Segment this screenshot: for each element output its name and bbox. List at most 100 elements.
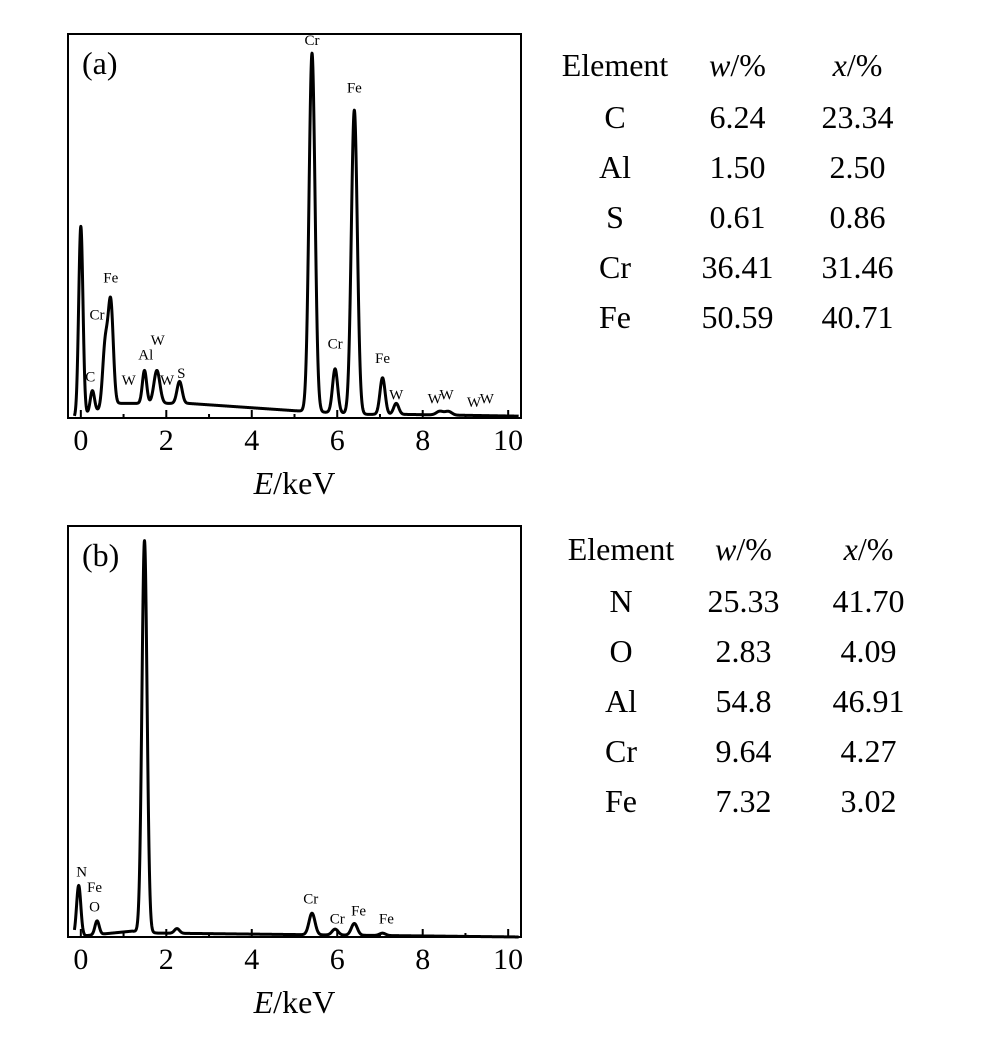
x-axis-variable: E bbox=[253, 984, 274, 1020]
cell-w: 2.83 bbox=[715, 632, 772, 669]
table-row: Al 54.8 46.91 bbox=[556, 676, 936, 726]
peak-label: N bbox=[76, 864, 87, 880]
cell-element: N bbox=[609, 582, 633, 619]
cell-x: 2.50 bbox=[829, 148, 886, 185]
header-w-var: w bbox=[709, 46, 731, 83]
table-row: Al 1.50 2.50 bbox=[550, 142, 920, 192]
header-w-var: w bbox=[715, 530, 737, 567]
cell-element: Al bbox=[605, 682, 637, 719]
header-w-unit: /% bbox=[736, 530, 772, 567]
cell-element: C bbox=[604, 98, 626, 135]
peak-label: Fe bbox=[379, 911, 394, 927]
cell-w: 36.41 bbox=[701, 248, 774, 285]
cell-element: S bbox=[606, 198, 624, 235]
peak-label: W bbox=[160, 373, 175, 389]
peak-label: O bbox=[89, 900, 100, 916]
cell-w: 25.33 bbox=[707, 582, 780, 619]
header-atomic-fraction: x/% bbox=[801, 522, 936, 576]
cell-element: Fe bbox=[605, 782, 637, 819]
eds-panel-a: 0 2 4 6 8 10 E/keV (a) Cr Fe Fe Cr C Al W W W S Cr Fe W W W W W … bbox=[0, 0, 998, 520]
header-w-unit: /% bbox=[730, 46, 766, 83]
x-tick-label: 10 bbox=[493, 943, 523, 976]
table-row: Fe 50.59 40.71 bbox=[550, 292, 920, 342]
cell-x: 46.91 bbox=[832, 682, 905, 719]
peak-label: Cr bbox=[330, 911, 345, 927]
x-tick-label: 0 bbox=[73, 943, 88, 976]
peak-label: W bbox=[151, 333, 166, 349]
cell-x: 3.02 bbox=[840, 782, 897, 819]
table-row: Cr 36.41 31.46 bbox=[550, 242, 920, 292]
cell-element: Cr bbox=[599, 248, 631, 285]
table-row: Fe 7.32 3.02 bbox=[556, 776, 936, 826]
x-tick-label: 4 bbox=[244, 943, 259, 976]
peak-label: Cr bbox=[305, 33, 320, 49]
peak-label: S bbox=[177, 366, 185, 382]
peak-label: W bbox=[440, 388, 455, 404]
plot-frame bbox=[67, 525, 522, 938]
peak-label: C bbox=[85, 369, 95, 385]
x-axis-variable: E bbox=[253, 465, 274, 501]
cell-w: 6.24 bbox=[709, 98, 766, 135]
cell-x: 4.09 bbox=[840, 632, 897, 669]
peak-label: Cr bbox=[328, 337, 343, 353]
cell-w: 9.64 bbox=[715, 732, 772, 769]
x-axis-unit: /keV bbox=[273, 465, 335, 501]
header-atomic-fraction: x/% bbox=[795, 38, 920, 92]
x-tick-label: 10 bbox=[493, 424, 523, 457]
header-x-var: x bbox=[843, 530, 858, 567]
peak-label: W bbox=[428, 391, 443, 407]
x-axis-label: E/keV bbox=[253, 465, 336, 501]
header-x-unit: /% bbox=[846, 46, 883, 83]
cell-x: 31.46 bbox=[821, 248, 894, 285]
cell-w: 54.8 bbox=[715, 682, 772, 719]
x-tick-label: 2 bbox=[159, 943, 174, 976]
header-x-var: x bbox=[832, 46, 847, 83]
cell-element: Fe bbox=[599, 298, 631, 335]
peak-label: Fe bbox=[375, 351, 390, 367]
peak-label: Fe bbox=[347, 81, 362, 97]
peak-label: W bbox=[122, 373, 137, 389]
x-tick-label: 6 bbox=[330, 424, 345, 457]
x-tick-label: 8 bbox=[415, 943, 430, 976]
cell-element: Al bbox=[599, 148, 631, 185]
cell-x: 0.86 bbox=[829, 198, 886, 235]
cell-element: O bbox=[609, 632, 633, 669]
cell-x: 41.70 bbox=[832, 582, 905, 619]
peak-label: W bbox=[389, 388, 404, 404]
table-row: S 0.61 0.86 bbox=[550, 192, 920, 242]
x-tick-label: 6 bbox=[330, 943, 345, 976]
cell-w: 1.50 bbox=[709, 148, 766, 185]
panel-label: (b) bbox=[82, 537, 119, 573]
x-tick-label: 4 bbox=[244, 424, 259, 457]
peak-label: Cr bbox=[90, 307, 105, 323]
cell-w: 7.32 bbox=[715, 782, 772, 819]
peak-label: W bbox=[480, 391, 495, 407]
header-element: Element bbox=[561, 46, 669, 83]
x-tick-label: 2 bbox=[159, 424, 174, 457]
spectrum-line bbox=[72, 51, 520, 418]
panel-label: (a) bbox=[82, 45, 118, 81]
x-tick-label: 8 bbox=[415, 424, 430, 457]
peak-label: W bbox=[467, 395, 482, 411]
header-mass-fraction: w/% bbox=[686, 522, 801, 576]
x-tick-label: 0 bbox=[73, 424, 88, 457]
peak-label: Al bbox=[138, 347, 153, 363]
x-axis-unit: /keV bbox=[273, 984, 335, 1020]
table-header-row: Element w/% x/% bbox=[556, 522, 936, 576]
table-row: O 2.83 4.09 bbox=[556, 626, 936, 676]
table-row: N 25.33 41.70 bbox=[556, 576, 936, 626]
cell-w: 50.59 bbox=[701, 298, 774, 335]
peak-label: Fe bbox=[87, 880, 102, 896]
header-x-unit: /% bbox=[857, 530, 894, 567]
table-row: Cr 9.64 4.27 bbox=[556, 726, 936, 776]
table-header-row: Element w/% x/% bbox=[550, 38, 920, 92]
table-row: C 6.24 23.34 bbox=[550, 92, 920, 142]
cell-w: 0.61 bbox=[709, 198, 766, 235]
peak-label: Fe bbox=[351, 903, 366, 919]
cell-x: 23.34 bbox=[821, 98, 894, 135]
header-mass-fraction: w/% bbox=[680, 38, 795, 92]
eds-panel-b: 0 2 4 6 8 10 E/keV (b) N Fe O Cr Cr Fe Fe Element w/% … bbox=[0, 520, 998, 1045]
header-element: Element bbox=[567, 530, 675, 567]
